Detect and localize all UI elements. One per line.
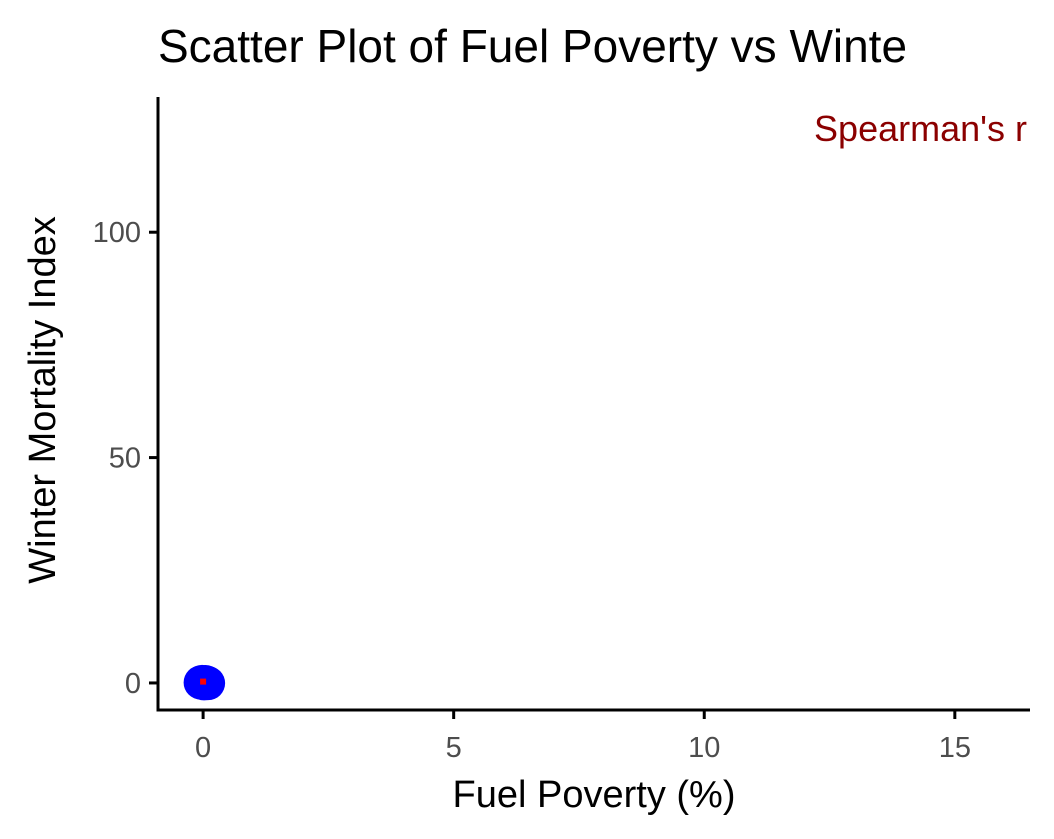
x-tick-label: 15: [939, 732, 971, 764]
fit-marker: [200, 678, 207, 685]
spearman-annotation: Spearman's r: [814, 108, 1027, 149]
y-tick-label: 100: [93, 217, 141, 249]
chart-title: Scatter Plot of Fuel Poverty vs Winte: [158, 20, 907, 72]
x-tick-label: 5: [446, 732, 462, 764]
y-axis-ticks: 0 50 100: [93, 217, 158, 700]
points-layer: [183, 664, 226, 701]
plot-area: 0 5 10 15 0 50 100: [93, 97, 1030, 764]
x-tick-label: 10: [688, 732, 720, 764]
x-axis-ticks: 0 5 10 15: [195, 710, 971, 764]
y-tick-label: 50: [109, 443, 141, 475]
y-axis-title: Winter Mortality Index: [22, 216, 64, 583]
x-axis-title: Fuel Poverty (%): [453, 774, 736, 816]
x-tick-label: 0: [195, 732, 211, 764]
y-tick-label: 0: [125, 668, 141, 700]
